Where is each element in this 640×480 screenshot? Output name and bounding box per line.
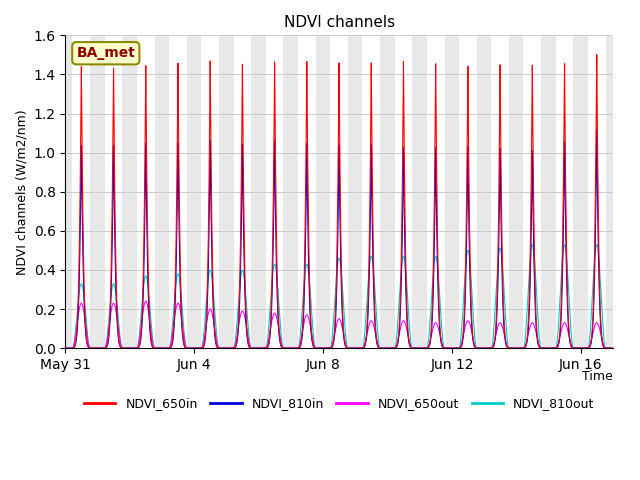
Bar [105, 36, 122, 348]
Bar [169, 36, 187, 348]
Bar [524, 36, 541, 348]
Y-axis label: NDVI channels (W/m2/nm): NDVI channels (W/m2/nm) [15, 109, 28, 275]
Bar [330, 36, 348, 348]
Bar [395, 36, 412, 348]
Bar [266, 36, 284, 348]
Legend: NDVI_650in, NDVI_810in, NDVI_650out, NDVI_810out: NDVI_650in, NDVI_810in, NDVI_650out, NDV… [79, 392, 599, 415]
Bar [459, 36, 477, 348]
Bar [362, 36, 380, 348]
Bar [556, 36, 573, 348]
Bar [620, 36, 638, 348]
Title: NDVI channels: NDVI channels [284, 15, 395, 30]
Text: Time: Time [582, 370, 613, 383]
Bar [427, 36, 445, 348]
Bar [234, 36, 252, 348]
Bar [202, 36, 219, 348]
Text: BA_met: BA_met [76, 46, 135, 60]
Bar [137, 36, 155, 348]
Bar [588, 36, 605, 348]
Bar [492, 36, 509, 348]
Bar [72, 36, 90, 348]
Bar [298, 36, 316, 348]
